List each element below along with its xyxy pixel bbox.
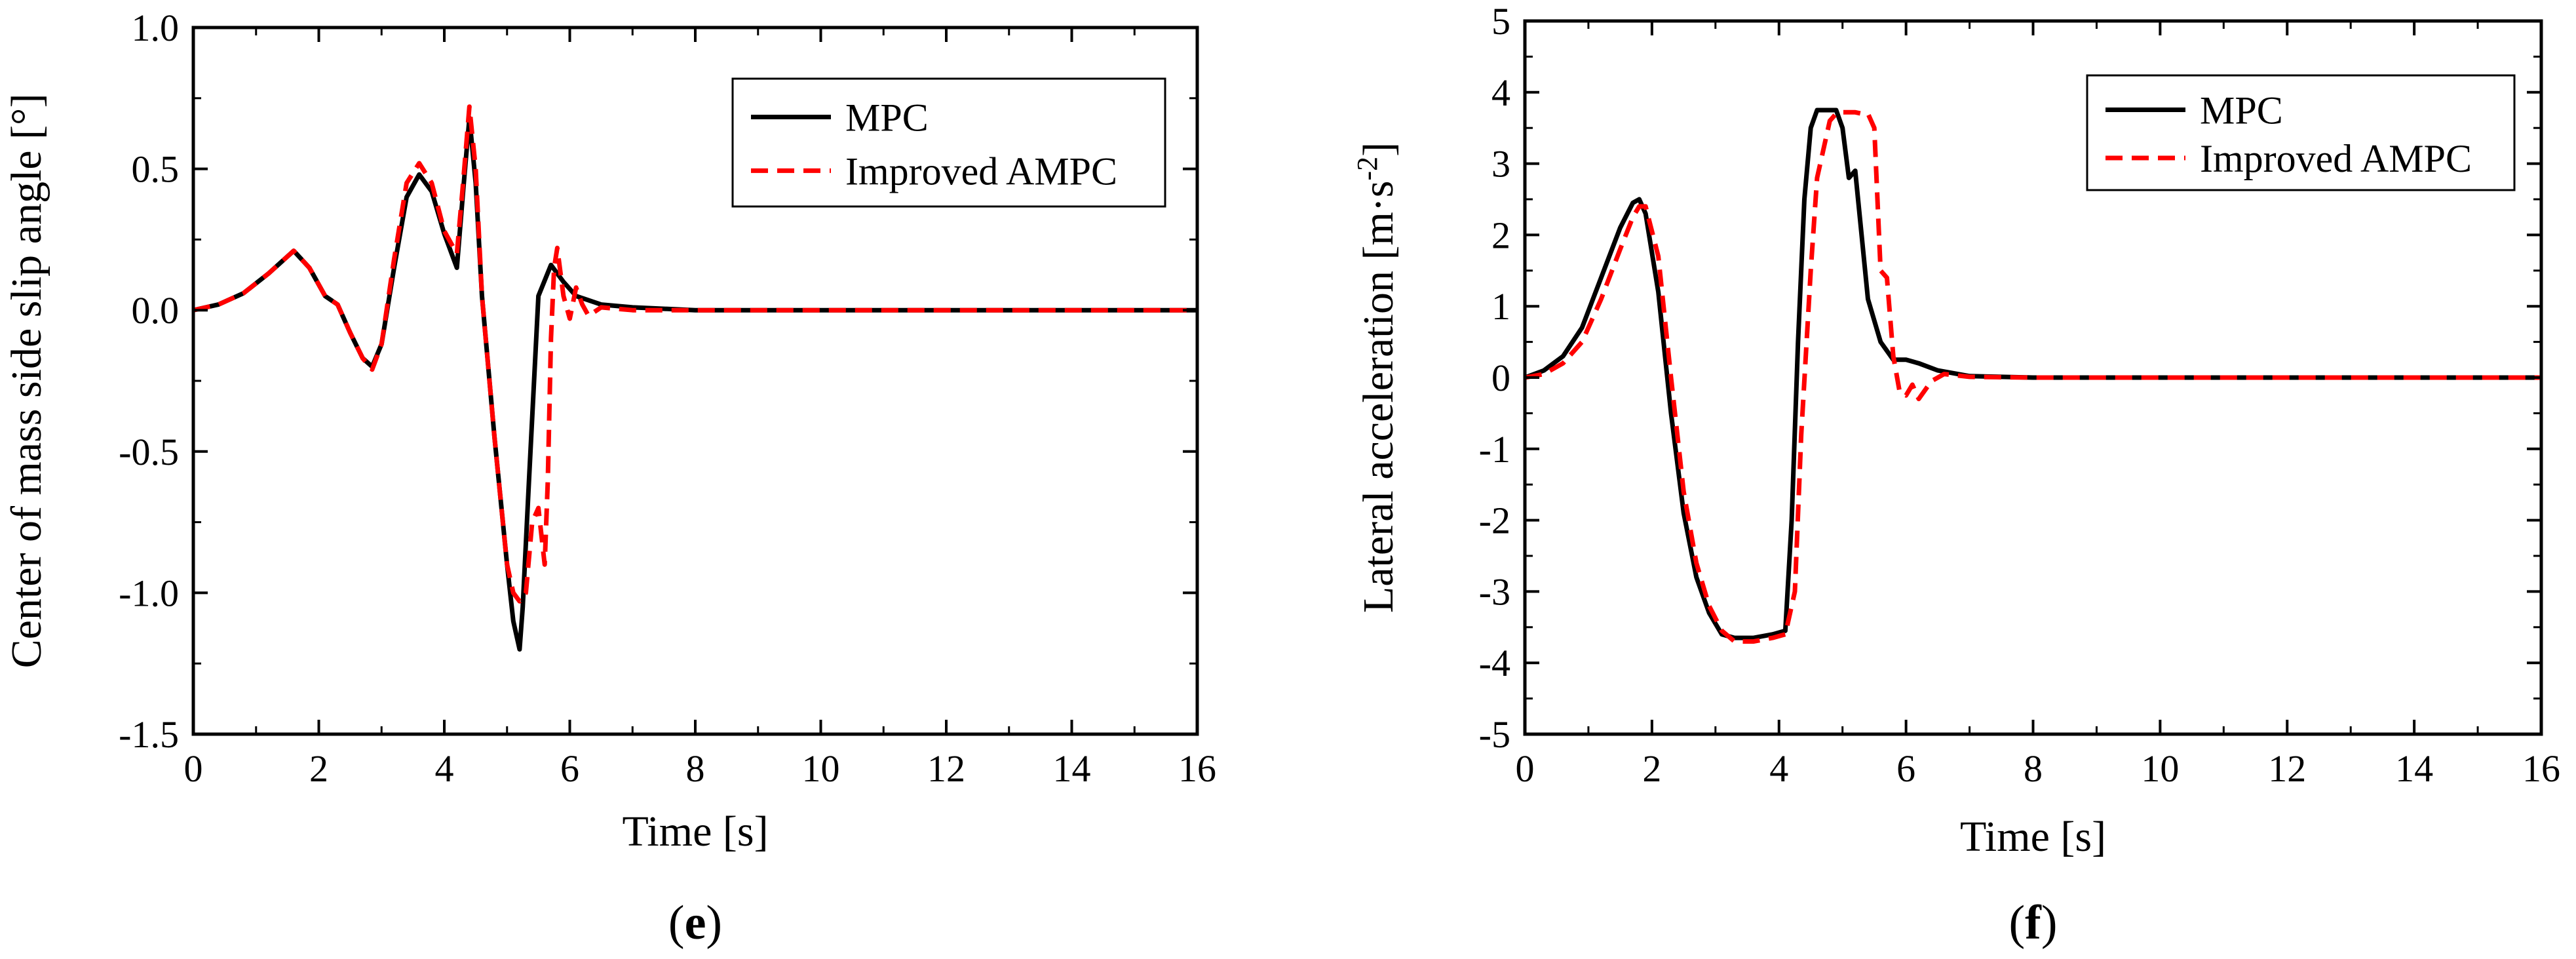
y-tick-label: 0.0 [132,289,180,332]
legend-e: MPC Improved AMPC [731,77,1166,208]
x-tick-label: 16 [2522,747,2560,790]
x-tick-label: 4 [1769,747,1788,790]
y-axis-label-e: Center of mass side slip angle [°] [3,94,50,669]
x-tick-label: 8 [2024,747,2043,790]
y-tick-label: 0 [1491,357,1510,399]
y-tick-label: 1.0 [132,7,180,49]
y-tick-label: -3 [1479,570,1510,613]
plot-lines-f [1525,108,2541,644]
x-tick-label: 10 [802,747,840,790]
y-tick-label: -1.0 [119,572,179,614]
x-tick-label: 8 [686,747,705,790]
x-tick-label: 14 [1053,747,1091,790]
x-axis-f: 0 2 4 6 8 10 12 14 16 [1516,21,2560,790]
panel-label-e: (e) [668,896,722,950]
y-tick-label: 4 [1491,71,1510,114]
y-tick-label: 3 [1491,143,1510,186]
y-tick-label: -4 [1479,642,1510,684]
y-tick-label: -0.5 [119,431,179,473]
legend-label-mpc-e: MPC [845,96,929,140]
x-tick-label: 4 [435,747,454,790]
plot-lines-e [193,104,1197,652]
x-tick-label: 2 [309,747,328,790]
y-tick-label: 1 [1491,285,1510,328]
y-axis-label-f: Lateral acceleration [m·s-2] [1351,142,1403,613]
x-axis-label-e: Time [s] [622,808,768,855]
y-axis-f: -5 -4 -3 -2 -1 0 1 2 3 4 5 [1479,0,2541,756]
legend-f: MPC Improved AMPC [2086,74,2516,191]
x-axis-label-f: Time [s] [1960,813,2106,861]
x-tick-label: 2 [1642,747,1661,790]
legend-box-e [731,77,1166,208]
x-tick-label: 14 [2395,747,2433,790]
x-tick-label: 0 [1516,747,1535,790]
legend-label-improved-ampc-e: Improved AMPC [845,149,1117,193]
series-line-improved-ampc [1525,109,2541,644]
legend-label-improved-ampc-f: Improved AMPC [2200,137,2472,180]
legend-box-f [2086,74,2516,191]
x-tick-label: 16 [1178,747,1216,790]
x-tick-label: 6 [560,747,579,790]
panel-label-f: (f) [2009,896,2058,950]
x-tick-label: 12 [2268,747,2306,790]
x-tick-label: 6 [1896,747,1915,790]
x-axis-e: 0 2 4 6 8 10 12 14 16 [184,28,1216,790]
y-tick-label: -1 [1479,428,1510,471]
y-tick-label: -5 [1479,713,1510,756]
y-tick-label: 2 [1491,214,1510,256]
y-tick-label: -2 [1479,499,1510,542]
x-tick-label: 12 [927,747,965,790]
x-tick-label: 0 [184,747,203,790]
y-tick-label: 0.5 [132,148,180,191]
y-axis-e: -1.5 -1.0 -0.5 0.0 0.5 1.0 [119,7,1197,756]
chart-panel-e: 0 2 4 6 8 10 12 14 16 -1.5 -1.0 -0.5 0.0 0.5 1.0 Time… [3,7,1216,950]
series-line-improved-ampc [193,104,1197,604]
legend-label-mpc-f: MPC [2200,89,2283,132]
y-tick-label: -1.5 [119,713,179,756]
x-tick-label: 10 [2141,747,2179,790]
y-tick-label: 5 [1491,0,1510,43]
series-line-mpc [1525,108,2541,640]
